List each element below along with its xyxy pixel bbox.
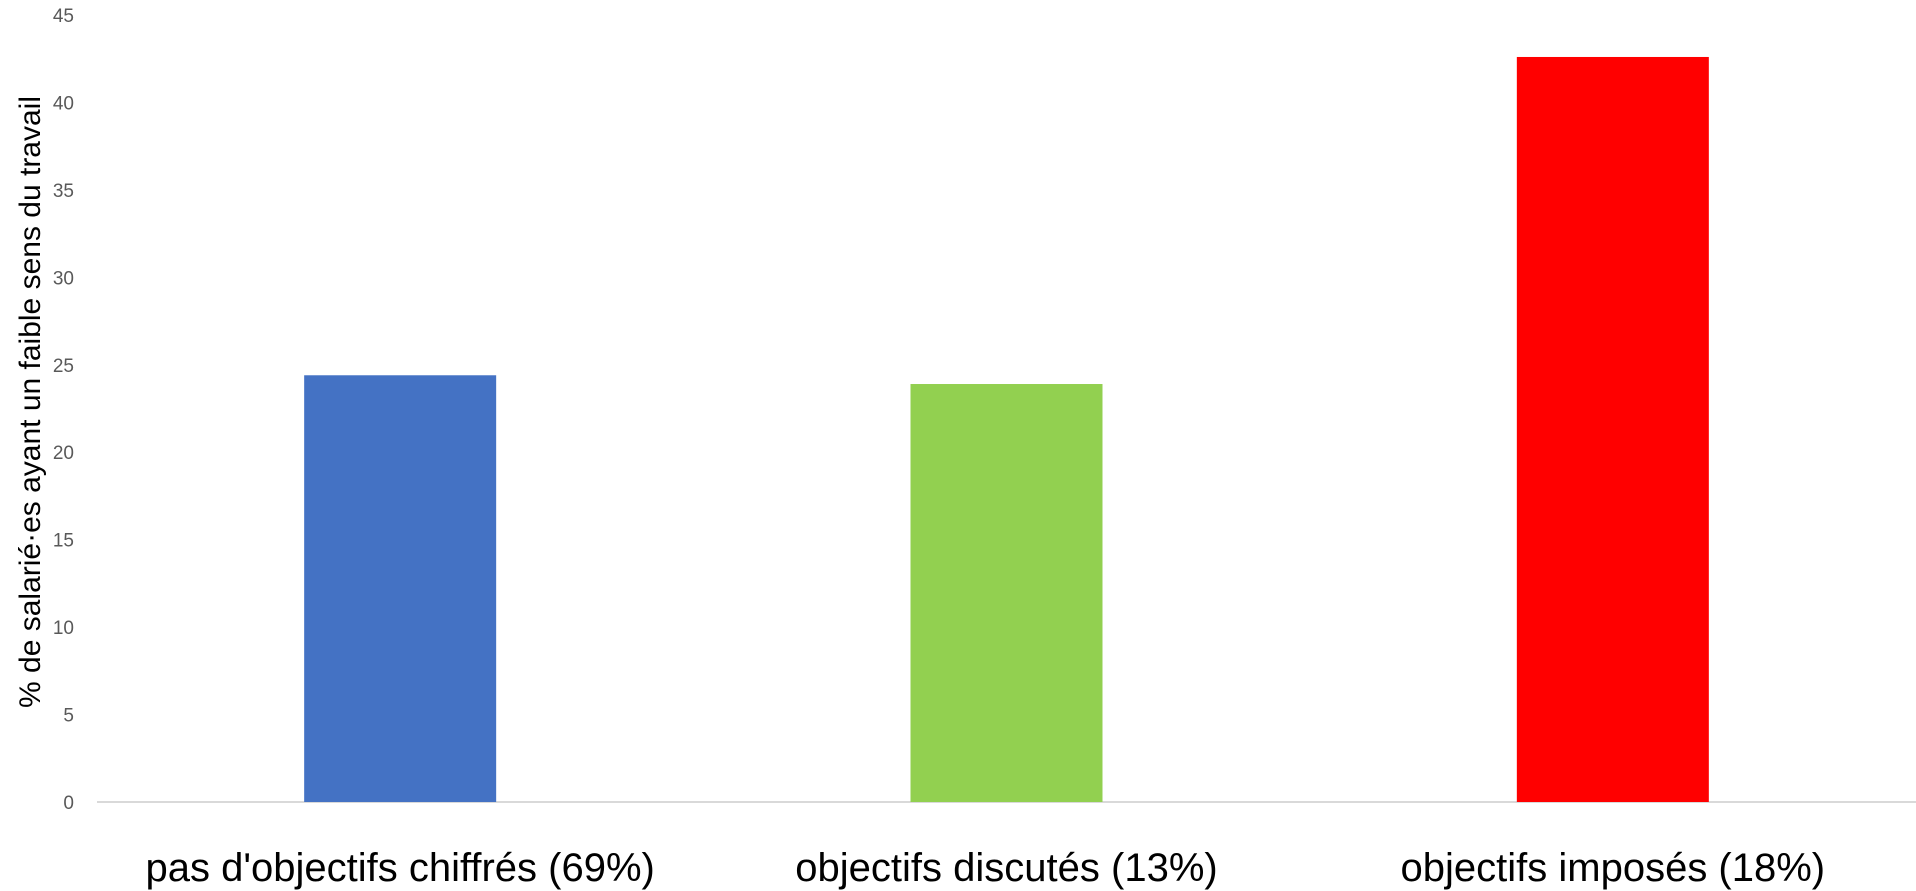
bars	[304, 56, 1709, 803]
x-category-label: objectifs imposés (18%)	[1401, 846, 1826, 890]
y-tick-label: 30	[53, 268, 74, 289]
y-tick-label: 15	[53, 531, 74, 552]
y-tick-label: 20	[53, 443, 74, 464]
y-tick-label: 0	[63, 793, 74, 814]
bar	[910, 384, 1103, 802]
y-axis-title: % de salarié·es ayant un faible sens du …	[14, 96, 47, 708]
x-axis-category-labels: pas d'objectifs chiffrés (69%) objectifs …	[145, 846, 1825, 890]
x-category-label: pas d'objectifs chiffrés (69%)	[145, 846, 654, 890]
y-tick-label: 25	[53, 356, 74, 377]
y-tick-label: 40	[53, 93, 74, 114]
y-tick-label: 45	[53, 6, 74, 27]
bar	[1516, 56, 1709, 803]
bar	[304, 375, 497, 802]
x-category-label: objectifs discutés (13%)	[795, 846, 1217, 890]
y-tick-label: 10	[53, 618, 74, 639]
y-tick-label: 35	[53, 181, 74, 202]
y-axis-ticks: 0 5 10 15 20 25 30 35 40 45	[53, 6, 74, 814]
y-tick-label: 5	[63, 706, 74, 727]
